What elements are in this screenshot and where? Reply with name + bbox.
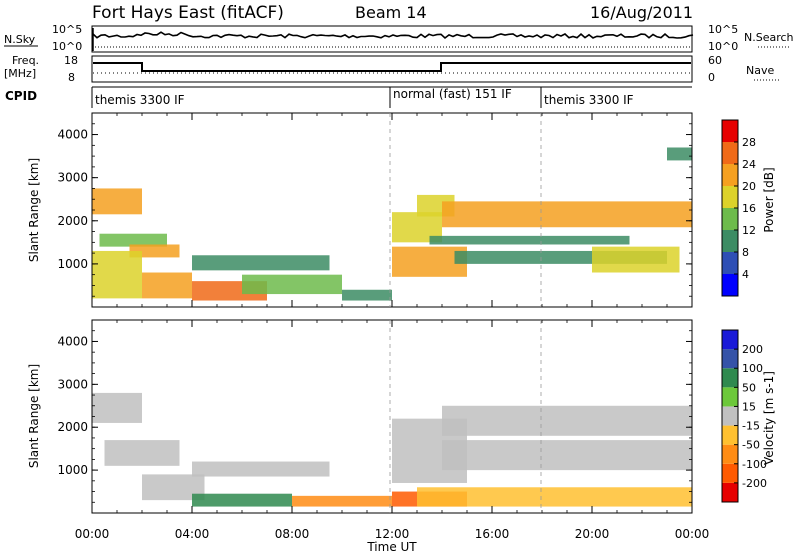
x-axis: 00:00 04:00 08:00 12:00 16:00 20:00 00:00 bbox=[75, 113, 710, 541]
velocity-ytick-4: 4000 bbox=[57, 334, 88, 348]
cpid-segment-2: normal (fast) 151 IF bbox=[393, 87, 512, 101]
x-tick-3: 08:00 bbox=[275, 527, 310, 541]
power-ylabel: Slant Range [km] bbox=[27, 158, 41, 262]
power-cbar-tick-4: 16 bbox=[742, 202, 756, 215]
power-band-17 bbox=[667, 147, 692, 161]
beam-title: Beam 14 bbox=[355, 3, 427, 22]
power-band-2 bbox=[99, 233, 167, 247]
freq-panel: Freq. [MHz] 18 8 60 0 Nave bbox=[4, 54, 780, 84]
power-ytick-1: 1000 bbox=[57, 257, 88, 271]
cpid-strip: CPID themis 3300 IF normal (fast) 151 IF… bbox=[5, 86, 692, 108]
nave-label: Nave bbox=[746, 64, 774, 77]
cpid-segment-1: themis 3300 IF bbox=[95, 93, 185, 107]
x-tick-6: 20:00 bbox=[575, 527, 610, 541]
nsearch-tick-bottom: 10^0 bbox=[708, 40, 738, 53]
velocity-panel: 1000 2000 3000 4000 Slant Range [km] 200 100… bbox=[27, 319, 776, 514]
nsearch-tick-top: 10^5 bbox=[708, 23, 738, 36]
nave-tick-bottom: 0 bbox=[708, 71, 715, 84]
power-cbar-tick-1: 4 bbox=[742, 268, 749, 281]
power-data bbox=[92, 147, 692, 301]
velocity-band-11 bbox=[417, 487, 692, 507]
velocity-cbar-tick-4: 15 bbox=[742, 400, 756, 413]
power-band-14 bbox=[429, 235, 630, 245]
velocity-cbar-tick-6: -50 bbox=[742, 439, 760, 452]
power-band-5 bbox=[142, 272, 192, 299]
power-band-13 bbox=[442, 201, 692, 228]
velocity-band-4 bbox=[192, 493, 292, 507]
power-cbar-tick-7: 28 bbox=[742, 136, 756, 149]
velocity-band-2 bbox=[104, 440, 180, 466]
power-band-16 bbox=[592, 246, 680, 273]
power-band-7 bbox=[192, 255, 330, 271]
power-yticks: 1000 2000 3000 4000 bbox=[57, 112, 692, 297]
power-panel: 1000 2000 3000 4000 Slant Range [km] 4 8 12 16… bbox=[27, 112, 776, 308]
velocity-cbar-tick-8: -200 bbox=[742, 477, 767, 490]
velocity-ylabel: Slant Range [km] bbox=[27, 364, 41, 468]
nsky-tick-top: 10^5 bbox=[52, 23, 82, 36]
velocity-ytick-1: 1000 bbox=[57, 463, 88, 477]
velocity-band-6 bbox=[292, 495, 392, 507]
x-axis-label: Time UT bbox=[366, 540, 417, 554]
power-band-1 bbox=[92, 188, 142, 215]
power-colorbar-label: Power [dB] bbox=[762, 167, 776, 232]
velocity-colorbar-label: Velocity [m s-1] bbox=[762, 371, 776, 465]
nsky-tick-bottom: 10^0 bbox=[52, 40, 82, 53]
cpid-label: CPID bbox=[5, 89, 37, 103]
date-title: 16/Aug/2011 bbox=[590, 3, 693, 22]
power-cbar-tick-3: 12 bbox=[742, 224, 756, 237]
x-tick-4: 12:00 bbox=[375, 527, 410, 541]
velocity-cbar-tick-7: -100 bbox=[742, 458, 767, 471]
freq-tick-bottom: 8 bbox=[68, 71, 75, 84]
nave-tick-top: 60 bbox=[708, 54, 722, 67]
power-band-8 bbox=[242, 274, 342, 295]
power-cbar-tick-2: 8 bbox=[742, 246, 749, 259]
velocity-data bbox=[92, 392, 692, 507]
freq-tick-top: 18 bbox=[64, 54, 78, 67]
power-cbar-tick-5: 20 bbox=[742, 180, 756, 193]
velocity-band-5 bbox=[192, 461, 330, 477]
x-tick-2: 04:00 bbox=[175, 527, 210, 541]
velocity-cbar-tick-5: -15 bbox=[742, 420, 760, 433]
power-ytick-3: 3000 bbox=[57, 171, 88, 185]
freq-label: Freq. bbox=[12, 54, 39, 67]
x-tick-1: 00:00 bbox=[75, 527, 110, 541]
freq-units-label: [MHz] bbox=[4, 67, 36, 80]
velocity-band-10 bbox=[442, 440, 692, 471]
x-tick-7: 00:00 bbox=[675, 527, 710, 541]
nsky-label: N.Sky bbox=[4, 33, 36, 46]
noise-panel: N.Sky 10^5 10^0 10^5 10^0 N.Search bbox=[4, 23, 794, 53]
station-title: Fort Hays East (fitACF) bbox=[92, 3, 284, 23]
cpid-segment-3: themis 3300 IF bbox=[544, 93, 634, 107]
x-tick-5: 16:00 bbox=[475, 527, 510, 541]
velocity-cbar-tick-3: 50 bbox=[742, 381, 756, 394]
velocity-band-9 bbox=[442, 405, 692, 436]
velocity-cbar-tick-1: 200 bbox=[742, 343, 763, 356]
velocity-cbar-tick-2: 100 bbox=[742, 362, 763, 375]
velocity-band-1 bbox=[92, 392, 142, 423]
velocity-colorbar: 200 100 50 15 -15 -50 -100 -200 bbox=[721, 329, 767, 503]
noise-trace bbox=[92, 31, 694, 40]
velocity-ytick-3: 3000 bbox=[57, 377, 88, 391]
power-cbar-tick-6: 24 bbox=[742, 158, 756, 171]
freq-trace bbox=[93, 62, 691, 72]
velocity-yticks: 1000 2000 3000 4000 bbox=[57, 319, 692, 503]
power-band-4 bbox=[92, 250, 142, 299]
power-band-9 bbox=[342, 289, 392, 301]
power-colorbar: 4 8 12 16 20 24 28 bbox=[721, 119, 756, 297]
power-ytick-2: 2000 bbox=[57, 214, 88, 228]
nsearch-label: N.Search bbox=[744, 31, 794, 44]
power-ytick-4: 4000 bbox=[57, 128, 88, 142]
velocity-ytick-2: 2000 bbox=[57, 420, 88, 434]
